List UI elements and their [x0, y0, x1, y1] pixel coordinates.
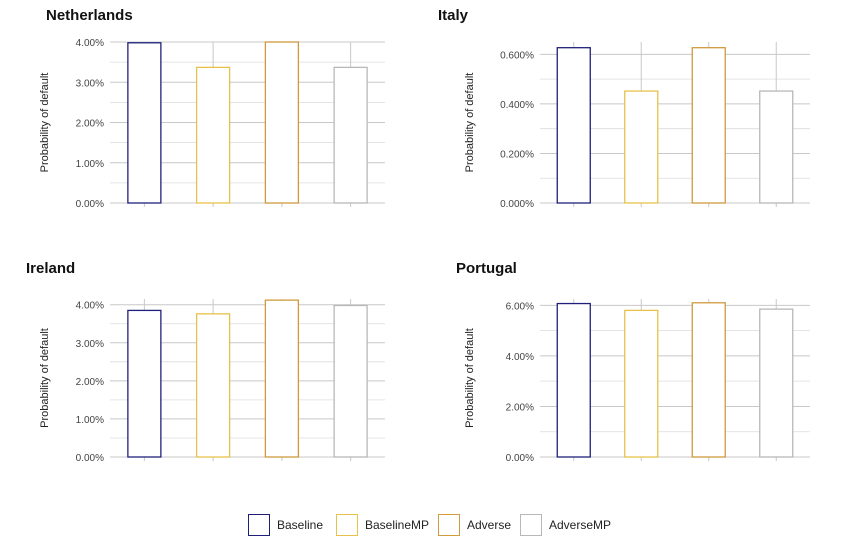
y-tick-label: 1.00%	[76, 159, 104, 170]
y-tick-label: 4.00%	[76, 301, 104, 312]
bar-baseline	[556, 302, 591, 458]
y-tick-label: 0.00%	[506, 453, 534, 464]
bar-baselinemp	[624, 309, 659, 458]
y-axis-label: Probability of default	[464, 73, 476, 173]
y-tick-label: 2.00%	[506, 402, 534, 413]
chart-panel-netherlands: 0.00% 1.00% 2.00% 3.00% 4.00% Probability of …	[39, 7, 385, 210]
y-tick-label: 0.600%	[500, 50, 534, 61]
y-axis-label: Probability of default	[464, 328, 476, 428]
legend-swatch-baselinemp	[336, 514, 358, 536]
y-tick-label: 6.00%	[506, 301, 534, 312]
bar-adverse	[691, 302, 726, 458]
y-tick-label: 4.00%	[506, 352, 534, 363]
y-tick-label: 0.00%	[76, 453, 104, 464]
y-tick-label: 0.200%	[500, 149, 534, 160]
legend-label-adversemp: AdverseMP	[549, 518, 612, 532]
chart-panel-ireland: 0.00% 1.00% 2.00% 3.00% 4.00% Probability of …	[26, 260, 385, 464]
legend-label-adverse: Adverse	[467, 518, 512, 532]
chart-panel-portugal: 0.00% 2.00% 4.00% 6.00% Probability of defau…	[456, 260, 810, 464]
bar-adverse	[264, 41, 300, 204]
y-axis-label: Probability of default	[39, 73, 51, 173]
charts-canvas: 0.00% 1.00% 2.00% 3.00% 4.00% Probability of …	[26, 7, 810, 464]
chart-panel-italy: 0.000% 0.200% 0.400% 0.600% Probability of d…	[438, 7, 810, 210]
y-tick-label: 3.00%	[76, 339, 104, 350]
legend-item-baseline: Baseline	[248, 512, 323, 538]
bar-baselinemp	[195, 313, 231, 458]
chart-title: Portugal	[456, 260, 517, 277]
y-tick-label: 2.00%	[76, 377, 104, 388]
legend-swatch-adversemp	[520, 514, 542, 536]
y-tick-label: 3.00%	[76, 78, 104, 89]
y-tick-label: 0.400%	[500, 100, 534, 111]
legend-item-adverse: Adverse	[438, 512, 511, 538]
y-tick-label: 2.00%	[76, 119, 104, 130]
chart-title: Netherlands	[46, 7, 133, 24]
bar-baselinemp	[195, 66, 231, 204]
bar-adversemp	[759, 90, 794, 204]
y-tick-label: 0.00%	[76, 199, 104, 210]
chart-title: Ireland	[26, 260, 75, 277]
legend-label-baselinemp: BaselineMP	[365, 518, 430, 532]
legend-label-baseline: Baseline	[277, 518, 324, 532]
bar-adverse	[691, 47, 726, 204]
legend: Baseline BaselineMP Adverse AdverseMP	[0, 512, 850, 538]
bar-baseline	[556, 47, 591, 204]
bar-adversemp	[333, 304, 368, 458]
y-axis-label: Probability of default	[39, 328, 51, 428]
legend-swatch-adverse	[438, 514, 460, 536]
y-tick-label: 0.000%	[500, 199, 534, 210]
bar-baseline	[127, 42, 162, 204]
legend-item-baselinemp: BaselineMP	[336, 512, 429, 538]
y-tick-label: 1.00%	[76, 415, 104, 426]
chart-title: Italy	[438, 7, 469, 24]
bar-baseline	[127, 309, 162, 458]
legend-item-adversemp: AdverseMP	[520, 512, 611, 538]
legend-swatch-baseline	[248, 514, 270, 536]
bar-adversemp	[333, 66, 368, 204]
bar-adverse	[264, 299, 300, 458]
bar-baselinemp	[624, 90, 659, 204]
bar-adversemp	[759, 308, 794, 458]
y-tick-label: 4.00%	[76, 38, 104, 49]
